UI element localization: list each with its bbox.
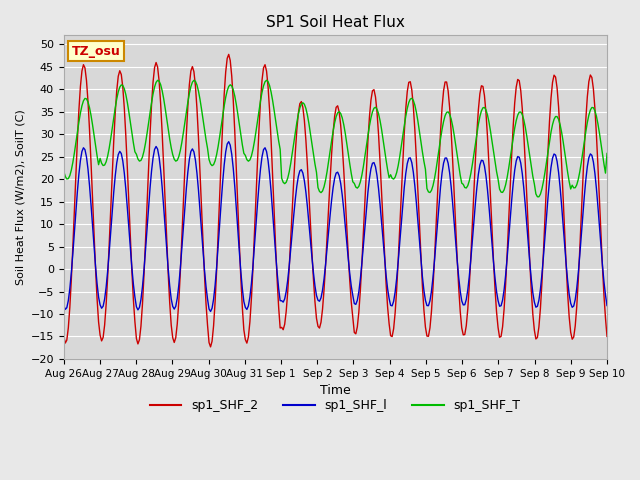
sp1_SHF_l <box>207 309 214 314</box>
sp1_SHF_l <box>60 303 68 309</box>
Y-axis label: Soil Heat Flux (W/m2), SoilT (C): Soil Heat Flux (W/m2), SoilT (C) <box>15 109 25 285</box>
sp1_SHF_l <box>603 303 611 309</box>
sp1_SHF_2 <box>60 334 68 339</box>
sp1_SHF_T <box>299 100 307 106</box>
sp1_SHF_l <box>223 141 231 147</box>
sp1_SHF_l <box>301 178 308 183</box>
sp1_SHF_2 <box>207 344 214 350</box>
Line: sp1_SHF_l: sp1_SHF_l <box>64 142 607 312</box>
sp1_SHF_2 <box>127 235 134 241</box>
sp1_SHF_l <box>252 222 260 228</box>
sp1_SHF_l <box>243 307 251 312</box>
sp1_SHF_T <box>222 95 230 100</box>
sp1_SHF_T <box>603 151 611 156</box>
sp1_SHF_T <box>127 120 134 125</box>
Title: SP1 Soil Heat Flux: SP1 Soil Heat Flux <box>266 15 405 30</box>
sp1_SHF_T <box>60 168 68 174</box>
sp1_SHF_T <box>262 77 270 83</box>
Line: sp1_SHF_T: sp1_SHF_T <box>64 80 607 197</box>
sp1_SHF_T <box>576 169 584 175</box>
X-axis label: Time: Time <box>320 384 351 397</box>
sp1_SHF_2 <box>576 247 584 252</box>
sp1_SHF_2 <box>252 195 260 201</box>
sp1_SHF_l <box>576 252 584 258</box>
sp1_SHF_l <box>225 139 232 144</box>
sp1_SHF_2 <box>225 51 232 57</box>
sp1_SHF_2 <box>223 56 231 61</box>
Text: TZ_osu: TZ_osu <box>72 45 121 58</box>
sp1_SHF_2 <box>301 118 308 123</box>
sp1_SHF_2 <box>603 334 611 339</box>
sp1_SHF_2 <box>243 340 251 346</box>
sp1_SHF_T <box>240 150 248 156</box>
sp1_SHF_l <box>127 246 134 252</box>
Legend: sp1_SHF_2, sp1_SHF_l, sp1_SHF_T: sp1_SHF_2, sp1_SHF_l, sp1_SHF_T <box>145 395 525 418</box>
sp1_SHF_T <box>535 194 543 200</box>
Line: sp1_SHF_2: sp1_SHF_2 <box>64 54 607 347</box>
sp1_SHF_T <box>249 147 257 153</box>
